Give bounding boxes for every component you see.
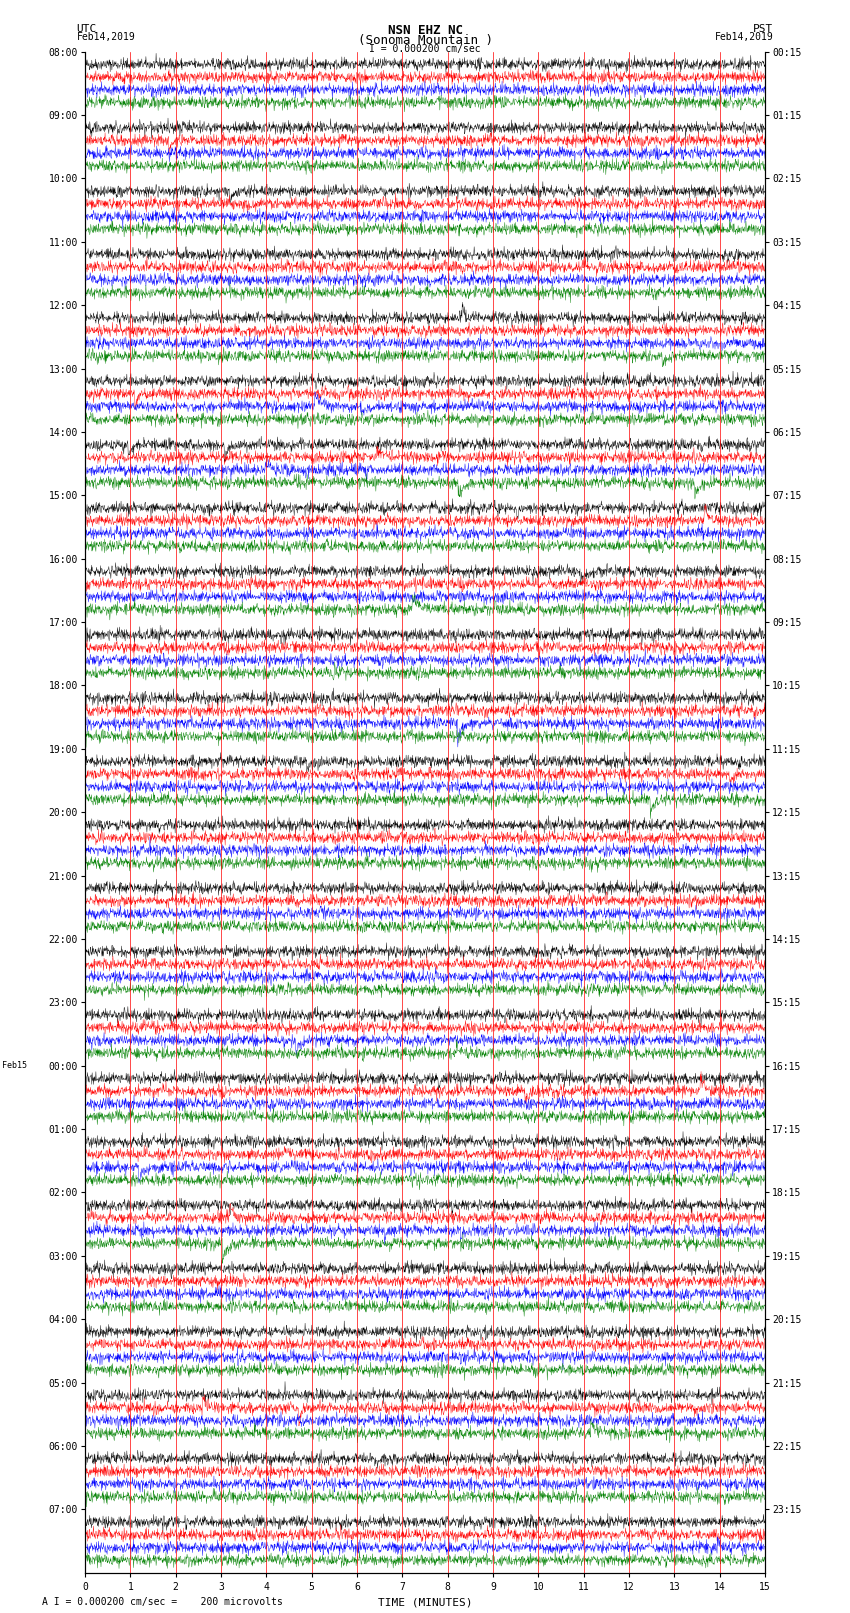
Text: PST: PST [753, 24, 774, 34]
Text: Feb14,2019: Feb14,2019 [76, 32, 135, 42]
Text: Feb14,2019: Feb14,2019 [715, 32, 774, 42]
Text: Feb15: Feb15 [3, 1061, 27, 1069]
Text: I = 0.000200 cm/sec: I = 0.000200 cm/sec [369, 44, 481, 53]
Text: UTC: UTC [76, 24, 97, 34]
X-axis label: TIME (MINUTES): TIME (MINUTES) [377, 1597, 473, 1607]
Text: A I = 0.000200 cm/sec =    200 microvolts: A I = 0.000200 cm/sec = 200 microvolts [42, 1597, 283, 1607]
Text: (Sonoma Mountain ): (Sonoma Mountain ) [358, 34, 492, 47]
Text: NSN EHZ NC: NSN EHZ NC [388, 24, 462, 37]
